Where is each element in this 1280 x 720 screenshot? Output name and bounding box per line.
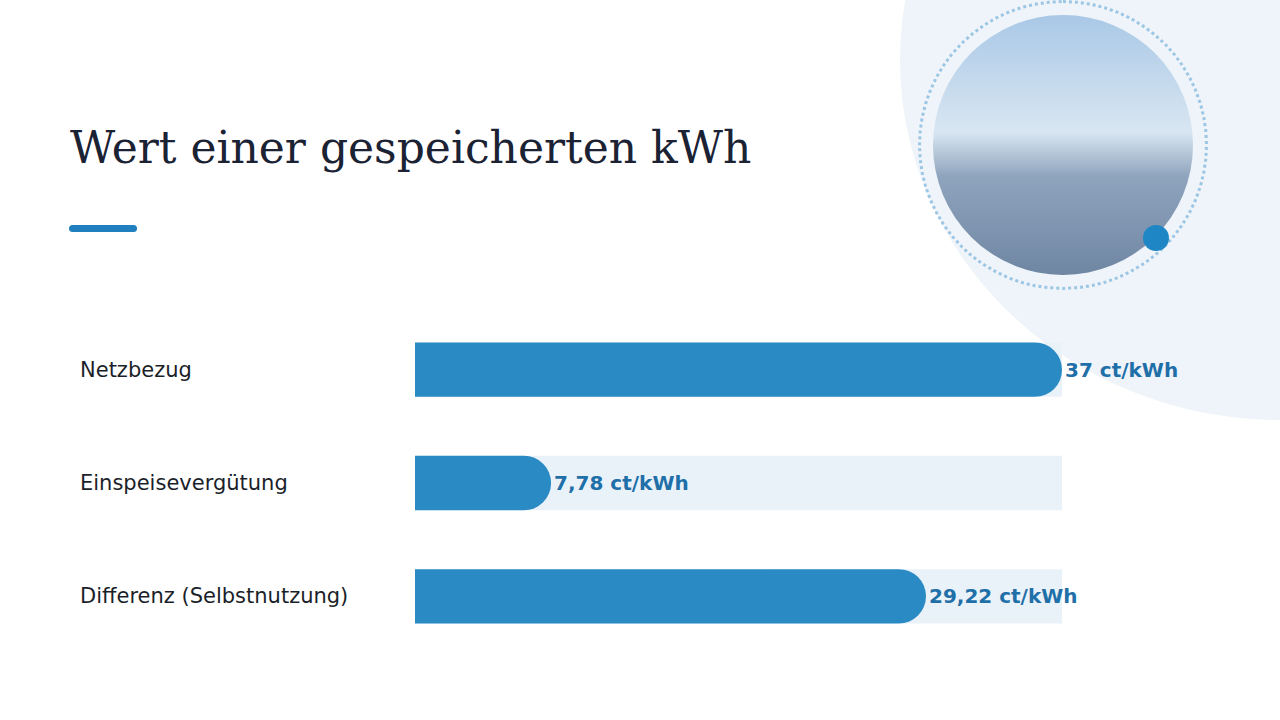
svg-text:29,22 ct/kWh: 29,22 ct/kWh [929, 584, 1078, 608]
svg-text:7,78 ct/kWh: 7,78 ct/kWh [554, 471, 689, 495]
svg-text:37 ct/kWh: 37 ct/kWh [1065, 358, 1178, 382]
svg-text:Netzbezug: Netzbezug [80, 358, 192, 382]
svg-text:Differenz (Selbstnutzung): Differenz (Selbstnutzung) [80, 584, 348, 608]
svg-text:Einspeisevergütung: Einspeisevergütung [80, 471, 288, 495]
svg-text:Wert einer gespeicherten kWh: Wert einer gespeicherten kWh [70, 122, 751, 173]
